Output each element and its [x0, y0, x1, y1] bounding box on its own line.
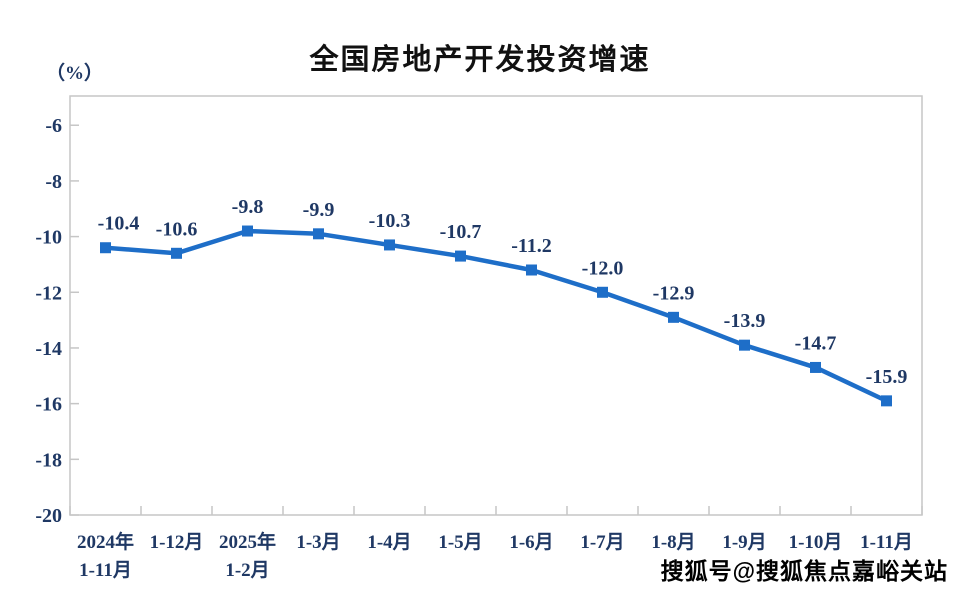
x-tick-label: 1-11月 [860, 532, 913, 553]
data-label: -12.9 [653, 282, 695, 304]
data-point-marker [810, 361, 821, 373]
data-label: -10.6 [156, 218, 198, 240]
y-tick-label: -12 [35, 282, 62, 304]
x-tick-label: 1-3月 [296, 532, 340, 553]
data-point-marker [242, 225, 253, 237]
data-label: -14.7 [795, 332, 837, 354]
y-tick-label: -6 [45, 115, 62, 137]
y-tick-label: -20 [35, 505, 62, 527]
x-tick-label: 1-6月 [509, 532, 553, 553]
x-tick-label: 1-2月 [225, 560, 269, 581]
chart-title: 全国房地产开发投资增速 [309, 44, 651, 76]
data-point-marker [597, 286, 608, 298]
y-tick-label: -10 [35, 227, 62, 249]
data-label: -10.4 [98, 213, 140, 235]
data-label: -11.2 [511, 235, 552, 257]
y-axis-unit-label: （%） [46, 63, 104, 84]
data-label: -9.9 [303, 199, 335, 221]
y-tick-label: -8 [45, 171, 62, 193]
data-label: -10.3 [369, 210, 411, 232]
data-point-marker [100, 242, 111, 254]
y-tick-label: -18 [35, 449, 62, 471]
data-point-marker [313, 228, 324, 240]
x-tick-label: 1-12月 [150, 532, 204, 553]
watermark-text: 搜狐号@搜狐焦点嘉峪关站 [660, 558, 948, 584]
x-tick-label: 2025年 [219, 530, 276, 553]
data-point-marker [739, 339, 750, 351]
data-point-marker [881, 395, 892, 407]
y-tick-label: -14 [35, 338, 62, 360]
data-point-marker [455, 250, 466, 262]
x-tick-label: 1-11月 [79, 560, 132, 581]
data-label: -15.9 [866, 366, 908, 388]
x-tick-label: 2024年 [77, 530, 134, 553]
data-point-marker [384, 239, 395, 251]
data-point-marker [526, 264, 537, 276]
data-point-marker [668, 311, 679, 323]
x-tick-label: 1-7月 [580, 532, 624, 553]
x-tick-label: 1-10月 [789, 532, 843, 553]
series-line [103, 228, 889, 404]
x-tick-label: 1-4月 [367, 532, 411, 553]
y-tick-label: -16 [35, 394, 62, 416]
data-label: -12.0 [582, 257, 624, 279]
data-label: -9.8 [232, 196, 264, 218]
data-point-marker [171, 247, 182, 259]
plot-area-border [69, 95, 923, 516]
data-label: -10.7 [440, 221, 482, 243]
x-tick-label: 1-5月 [438, 532, 482, 553]
x-tick-label: 1-8月 [651, 532, 695, 553]
x-tick-label: 1-9月 [722, 532, 766, 553]
data-label: -13.9 [724, 310, 766, 332]
